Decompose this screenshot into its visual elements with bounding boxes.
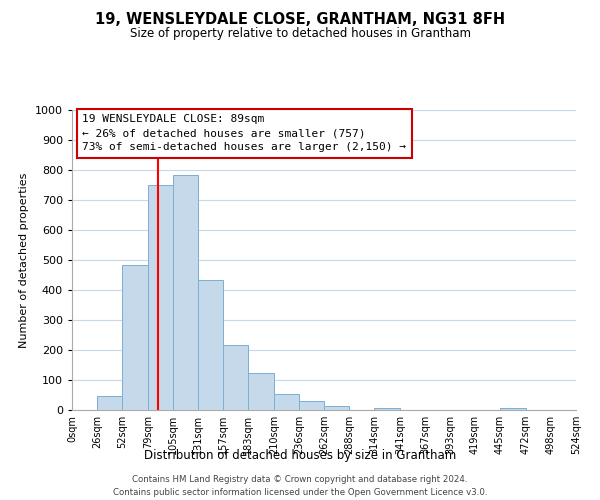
Bar [122, 265, 148, 410]
Bar [148, 185, 173, 410]
Bar [97, 396, 122, 410]
Bar [299, 402, 324, 410]
Text: Contains public sector information licensed under the Open Government Licence v3: Contains public sector information licen… [113, 488, 487, 497]
Text: Size of property relative to detached houses in Grantham: Size of property relative to detached ho… [130, 28, 470, 40]
Bar [374, 408, 400, 410]
Text: 19, WENSLEYDALE CLOSE, GRANTHAM, NG31 8FH: 19, WENSLEYDALE CLOSE, GRANTHAM, NG31 8F… [95, 12, 505, 28]
Bar [223, 344, 248, 410]
Bar [198, 280, 223, 410]
Y-axis label: Number of detached properties: Number of detached properties [19, 172, 29, 348]
Text: Distribution of detached houses by size in Grantham: Distribution of detached houses by size … [144, 448, 456, 462]
Bar [500, 408, 526, 410]
Text: 19 WENSLEYDALE CLOSE: 89sqm
← 26% of detached houses are smaller (757)
73% of se: 19 WENSLEYDALE CLOSE: 89sqm ← 26% of det… [82, 114, 406, 152]
Bar [274, 394, 299, 410]
Text: Contains HM Land Registry data © Crown copyright and database right 2024.: Contains HM Land Registry data © Crown c… [132, 476, 468, 484]
Bar [248, 372, 274, 410]
Bar [173, 175, 198, 410]
Bar [324, 406, 349, 410]
